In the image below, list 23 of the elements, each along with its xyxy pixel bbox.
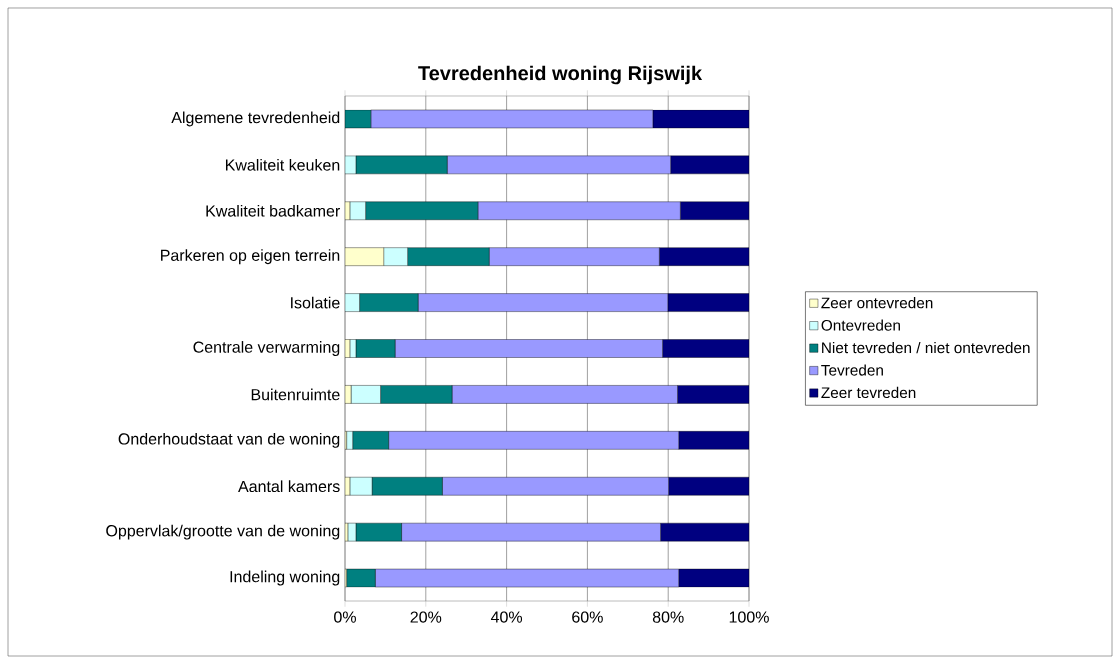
x-tick-label: 40% bbox=[490, 611, 523, 623]
x-tick-label: 100% bbox=[729, 611, 769, 623]
x-tick-label: 80% bbox=[652, 611, 684, 623]
legend-label: Zeer tevreden bbox=[821, 386, 916, 399]
legend-label: Ontevreden bbox=[821, 319, 900, 331]
y-tick-label: Oppervlak/grootte van de woning bbox=[106, 524, 340, 540]
y-tick-label: Centrale verwarming bbox=[193, 341, 340, 356]
y-tick-label: Indeling woning bbox=[230, 570, 340, 586]
y-tick-label: Parkeren op eigen terrein bbox=[161, 249, 340, 265]
legend-label: Zeer ontevreden bbox=[821, 297, 933, 309]
chart-title: Tevredenheid woning Rijswijk bbox=[418, 65, 703, 85]
y-tick-label: Kwaliteit keuken bbox=[225, 159, 340, 171]
x-tick-label: 20% bbox=[410, 611, 442, 623]
y-tick-label: Onderhoudstaat van de woning bbox=[118, 432, 340, 448]
y-tick-label: Kwaliteit badkamer bbox=[206, 204, 340, 217]
x-tick-label: 0% bbox=[334, 611, 356, 623]
y-tick-label: Aantal kamers bbox=[238, 480, 340, 493]
legend-label: Niet tevreden / niet ontevreden bbox=[822, 341, 1030, 354]
x-tick-label: 60% bbox=[572, 611, 603, 623]
y-tick-label: Buitenruimte bbox=[251, 388, 340, 401]
y-tick-label: Algemene tevredenheid bbox=[171, 111, 340, 127]
legend-label: Tevreden bbox=[821, 364, 883, 376]
y-tick-label: Isolatie bbox=[291, 296, 340, 309]
